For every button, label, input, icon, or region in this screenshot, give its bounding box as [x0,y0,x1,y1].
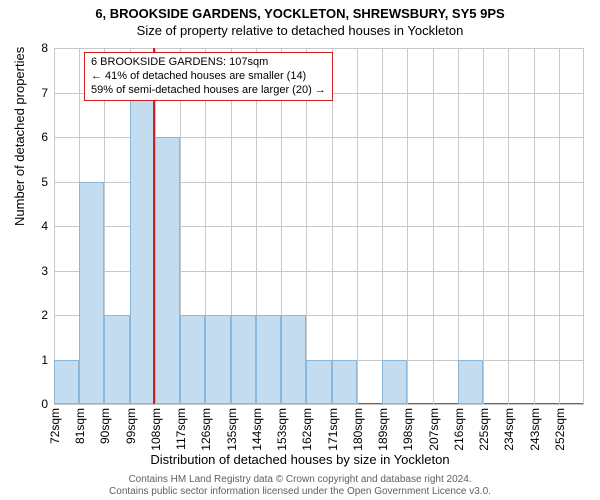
gridline-horizontal [54,48,584,49]
footer-line-1: Contains HM Land Registry data © Crown c… [0,474,600,486]
histogram-bar [281,315,306,404]
gridline-vertical [508,48,509,404]
x-tick-label: 117sqm [174,408,188,450]
x-tick-label: 108sqm [149,408,163,451]
histogram-bar [205,315,230,404]
gridline-vertical [559,48,560,404]
reference-line [153,48,155,404]
histogram-bar [256,315,281,404]
histogram-bar [458,360,483,405]
y-tick-label: 8 [41,41,54,55]
annotation-line: 6 BROOKSIDE GARDENS: 107sqm [91,56,326,70]
x-tick-label: 234sqm [502,408,516,451]
histogram-bar [306,360,331,405]
x-tick-label: 252sqm [553,408,567,451]
y-tick-label: 6 [41,130,54,144]
x-tick-label: 207sqm [427,408,441,451]
histogram-bar [54,360,79,405]
y-tick-label: 7 [41,86,54,100]
gridline-vertical [382,48,383,404]
plot-area: 01234567872sqm81sqm90sqm99sqm108sqm117sq… [54,48,584,404]
x-tick-label: 126sqm [199,408,213,451]
histogram-bar [104,315,129,404]
x-tick-label: 99sqm [124,408,138,444]
x-tick-label: 153sqm [275,408,289,451]
histogram-bar [231,315,256,404]
y-tick-label: 4 [41,219,54,233]
annotation-line: ← 41% of detached houses are smaller (14… [91,70,326,84]
x-tick-label: 72sqm [48,408,62,444]
y-tick-label: 2 [41,308,54,322]
gridline-vertical [534,48,535,404]
histogram-bar [155,137,180,404]
gridline-vertical [583,48,584,404]
x-tick-label: 243sqm [528,408,542,451]
gridline-vertical [306,48,307,404]
x-tick-label: 81sqm [73,408,87,444]
annotation-box: 6 BROOKSIDE GARDENS: 107sqm← 41% of deta… [84,52,333,101]
footer-attribution: Contains HM Land Registry data © Crown c… [0,474,600,498]
x-tick-label: 162sqm [300,408,314,451]
gridline-vertical [433,48,434,404]
histogram-bar [332,360,357,405]
y-axis-label: Number of detached properties [12,47,27,226]
histogram-bar [79,182,104,405]
x-axis-label: Distribution of detached houses by size … [0,452,600,467]
y-tick-label: 5 [41,175,54,189]
x-tick-label: 90sqm [98,408,112,444]
x-tick-label: 198sqm [401,408,415,451]
histogram-bar [130,93,155,405]
histogram-chart: 01234567872sqm81sqm90sqm99sqm108sqm117sq… [54,48,584,404]
footer-line-2: Contains public sector information licen… [0,486,600,498]
page-title: 6, BROOKSIDE GARDENS, YOCKLETON, SHREWSB… [0,0,600,21]
x-tick-label: 180sqm [351,408,365,451]
histogram-bar [180,315,205,404]
x-tick-label: 216sqm [452,408,466,451]
annotation-line: 59% of semi-detached houses are larger (… [91,84,326,98]
gridline-vertical [357,48,358,404]
gridline-vertical [407,48,408,404]
y-tick-label: 3 [41,264,54,278]
x-tick-label: 225sqm [477,408,491,451]
x-tick-label: 189sqm [376,408,390,451]
x-tick-label: 135sqm [225,408,239,451]
gridline-vertical [332,48,333,404]
gridline-vertical [54,48,55,404]
gridline-vertical [458,48,459,404]
x-tick-label: 171sqm [326,408,340,451]
x-tick-label: 144sqm [250,408,264,451]
page-subtitle: Size of property relative to detached ho… [0,21,600,38]
gridline-horizontal [54,404,584,405]
histogram-bar [382,360,407,405]
y-tick-label: 1 [41,353,54,367]
gridline-vertical [483,48,484,404]
